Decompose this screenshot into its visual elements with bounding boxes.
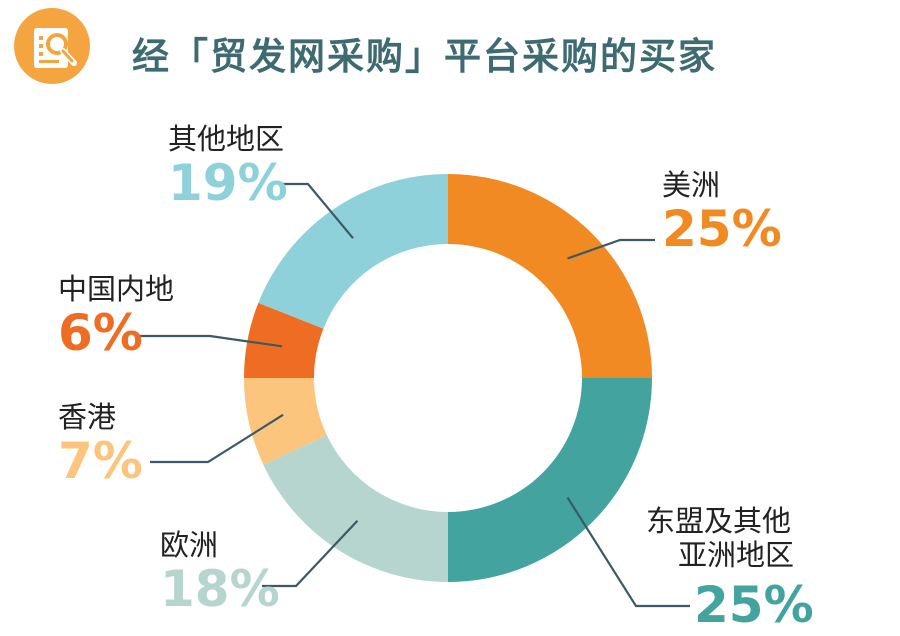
label-europe-name: 欧洲 — [160, 528, 219, 562]
label-hongkong-name: 香港 — [58, 400, 117, 434]
slice-others — [258, 174, 448, 329]
slice-asean — [448, 378, 652, 582]
label-asean-name-line1: 东盟及其他 — [646, 504, 792, 538]
label-americas-name: 美洲 — [662, 168, 721, 202]
magnifier-document-icon — [14, 8, 90, 84]
label-others: 其他地区 19% — [168, 122, 288, 210]
label-europe: 欧洲 18% — [160, 528, 280, 616]
slice-hongkong — [244, 378, 327, 465]
label-mainland: 中国内地 6% — [58, 272, 174, 360]
label-hongkong-pct: 7% — [58, 432, 143, 490]
leader-line-others — [282, 182, 354, 239]
label-americas: 美洲 25% — [662, 168, 782, 256]
label-asean: 东盟及其他 亚洲地区 — [646, 504, 794, 572]
leader-line-mainland — [140, 334, 283, 348]
slice-mainland — [244, 302, 324, 378]
label-asean-name-line2: 亚洲地区 — [678, 538, 795, 572]
leader-line-americas — [567, 238, 655, 260]
page-title: 经「贸发网采购」平台采购的买家 — [132, 35, 717, 78]
slice-americas — [448, 174, 652, 378]
label-mainland-name: 中国内地 — [58, 272, 175, 306]
label-asean-pct-wrap: 25% — [694, 578, 814, 632]
label-hongkong: 香港 7% — [58, 400, 143, 488]
slice-europe — [263, 435, 448, 582]
label-others-pct: 19% — [168, 154, 288, 212]
leader-line-europe — [262, 519, 359, 588]
label-asean-pct: 25% — [694, 576, 814, 634]
label-others-name: 其他地区 — [168, 122, 285, 156]
label-americas-pct: 25% — [662, 200, 782, 258]
label-mainland-pct: 6% — [58, 304, 143, 362]
leader-line-asean — [566, 496, 690, 608]
label-europe-pct: 18% — [160, 560, 280, 618]
leader-line-hongkong — [150, 413, 284, 464]
